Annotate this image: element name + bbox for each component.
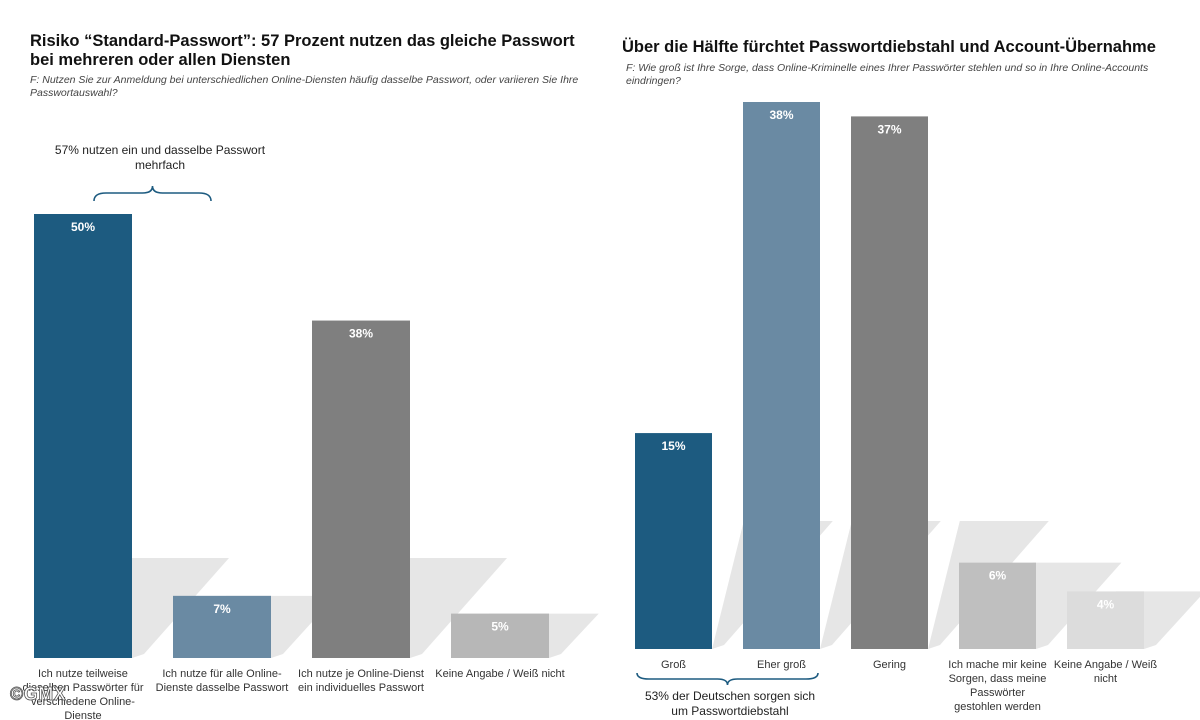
annotation-brace	[93, 185, 212, 202]
bar-shadow	[397, 558, 507, 658]
chart-right: Über die Hälfte fürchtet Passwortdiebsta…	[600, 0, 1200, 720]
annotation-label: 57% nutzen ein und dasselbe Passwort mehr…	[55, 143, 266, 172]
category-label: Ich nutze teilweise dieselben Passwörter …	[22, 668, 143, 720]
bar	[173, 595, 271, 658]
annotation-label: 53% der Deutschen sorgen sich um Passwort…	[645, 689, 815, 718]
gmx-watermark: ©GMX	[10, 684, 67, 705]
bar-chart-left: 50% Ich nutze teilweise dieselben Passwört…	[22, 143, 599, 720]
chart-title: Über die Hälfte fürchtet Passwortdiebsta…	[622, 38, 1156, 56]
chart-title: Risiko “Standard-Passwort”: 57 Prozent n…	[30, 32, 575, 69]
data-label: 38%	[349, 327, 373, 341]
bar	[635, 433, 712, 649]
bar	[34, 214, 132, 658]
category-label: Groß	[661, 659, 686, 671]
category-label: Ich nutze je Online-Dienst ein individuel…	[298, 668, 424, 694]
data-label: 6%	[989, 569, 1007, 583]
category-label: Ich nutze für alle Online-Dienste dassel…	[156, 668, 289, 694]
data-label: 37%	[877, 122, 901, 136]
category-label: Keine Angabe / Weiß nicht	[435, 668, 564, 680]
chart-question: F: Nutzen Sie zur Anmeldung bei untersch…	[30, 74, 579, 99]
bar	[451, 613, 549, 658]
data-label: 15%	[661, 439, 685, 453]
bar	[959, 562, 1036, 649]
bar	[312, 320, 410, 658]
annotation-brace	[636, 672, 819, 686]
category-label: Ich mache mir keine Sorgen, dass meine Pas…	[948, 659, 1046, 713]
chart-left: Risiko “Standard-Passwort”: 57 Prozent n…	[22, 32, 599, 720]
bar-chart-right: 15% Groß 38% Eher groß 37% Gering 6% Ich mache …	[635, 102, 1200, 718]
category-label: Eher groß	[757, 659, 806, 671]
chart-question: F: Wie groß ist Ihre Sorge, dass Online-…	[626, 62, 1149, 87]
bar	[851, 116, 928, 650]
data-label: 38%	[769, 108, 793, 122]
category-label: Keine Angabe / Weiß nicht	[1054, 659, 1157, 685]
bar	[1067, 591, 1144, 649]
bar	[743, 102, 820, 649]
data-label: 50%	[71, 220, 95, 234]
category-label: Gering	[873, 659, 906, 671]
data-label: 7%	[213, 602, 231, 616]
data-label: 5%	[491, 620, 509, 634]
data-label: 4%	[1097, 597, 1115, 611]
